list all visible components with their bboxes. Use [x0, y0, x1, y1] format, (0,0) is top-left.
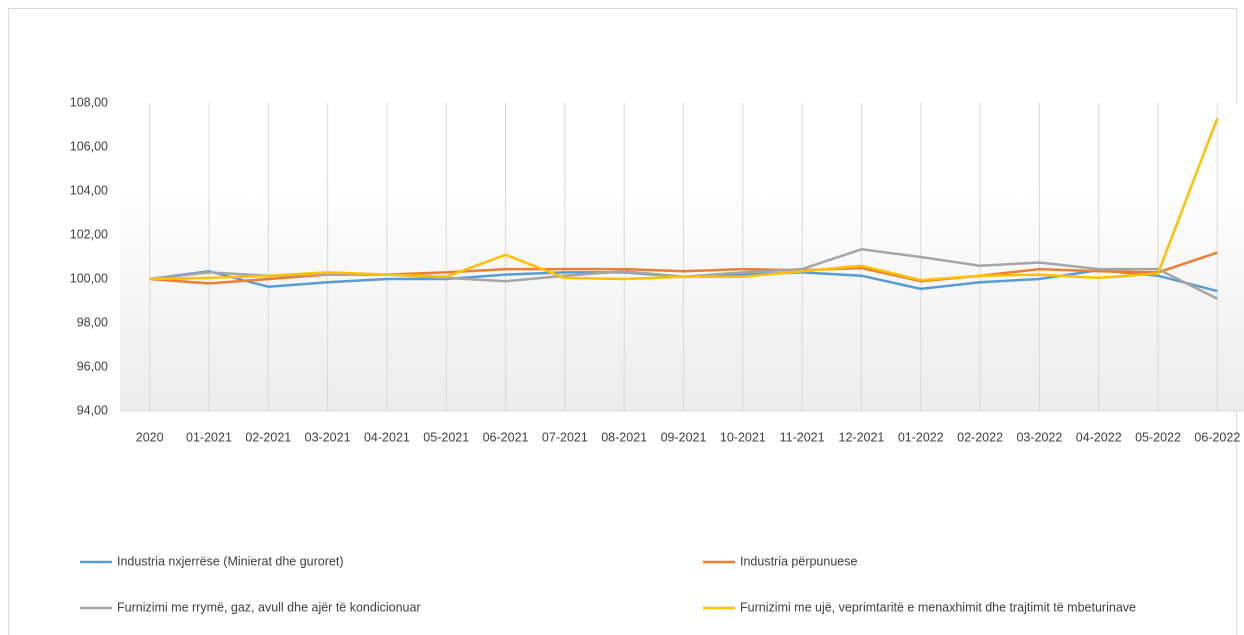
x-tick-label: 02-2022	[957, 430, 1003, 444]
x-tick-label: 04-2021	[364, 430, 410, 444]
y-tick-label: 106,00	[70, 139, 108, 153]
x-tick-label: 12-2021	[839, 430, 885, 444]
x-tick-label: 04-2022	[1076, 430, 1122, 444]
x-tick-label: 08-2021	[601, 430, 647, 444]
x-tick-label: 01-2022	[898, 430, 944, 444]
legend-label: Furnizimi me ujë, veprimtaritë e menaxhi…	[740, 600, 1136, 614]
y-tick-label: 102,00	[70, 227, 108, 241]
x-tick-label: 05-2021	[423, 430, 469, 444]
y-tick-label: 100,00	[70, 271, 108, 285]
legend-label: Furnizimi me rrymë, gaz, avull dhe ajër …	[117, 600, 421, 614]
x-tick-label: 03-2022	[1016, 430, 1062, 444]
series-line	[149, 117, 1219, 282]
y-tick-label: 98,00	[77, 315, 108, 329]
x-tick-label: 2020	[136, 430, 164, 444]
x-tick-label: 10-2021	[720, 430, 766, 444]
x-tick-label: 07-2021	[542, 430, 588, 444]
x-tick-label: 02-2021	[245, 430, 291, 444]
x-tick-label: 06-2022	[1194, 430, 1240, 444]
y-tick-label: 104,00	[70, 183, 108, 197]
y-tick-label: 108,00	[70, 95, 108, 109]
x-tick-label: 11-2021	[780, 430, 825, 444]
y-tick-label: 94,00	[77, 403, 108, 417]
x-tick-label: 05-2022	[1135, 430, 1181, 444]
x-tick-label: 03-2021	[305, 430, 351, 444]
x-tick-label: 06-2021	[483, 430, 529, 444]
y-tick-label: 96,00	[77, 359, 108, 373]
legend-label: Industria përpunuese	[740, 554, 857, 568]
legend-label: Industria nxjerrëse (Minierat dhe gurore…	[117, 554, 344, 568]
x-tick-label: 01-2021	[186, 430, 232, 444]
x-tick-label: 09-2021	[661, 430, 707, 444]
plot-area	[120, 103, 1244, 411]
